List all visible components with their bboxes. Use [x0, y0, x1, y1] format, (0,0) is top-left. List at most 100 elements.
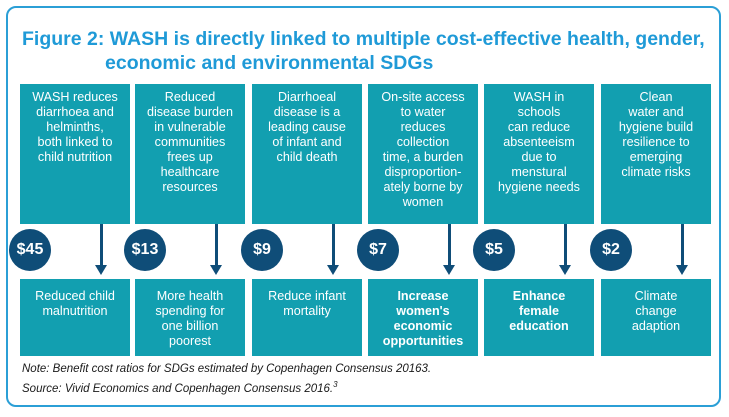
cause-text-line: healthcare [160, 165, 220, 179]
cause-text-line: Reduced [164, 90, 216, 104]
cause-text-line: time, a burden [382, 150, 464, 164]
cause-text-line: diarrhoea and [36, 105, 114, 119]
arrow-down-icon [95, 265, 107, 275]
cause-box: WASH reduces diarrhoea and helminths, both … [20, 84, 130, 224]
cause-text-line: climate risks [621, 165, 691, 179]
cause-text-line: child nutrition [37, 150, 113, 164]
arrow-down-icon [559, 265, 571, 275]
cause-box: Reduced disease burden in vulnerable commun… [135, 84, 245, 224]
cause-box: WASH in schools can reduce absenteeism due t… [484, 84, 594, 224]
cause-text-line: ately borne by [383, 180, 463, 194]
figure-title: Figure 2: WASH is directly linked to mul… [22, 27, 712, 75]
arrow-down-icon [443, 265, 455, 275]
outcome-text-line: women's [396, 304, 450, 318]
arrow-shaft [332, 224, 335, 268]
cause-text-line: communities [154, 135, 226, 149]
outcome-text-line: spending for [155, 304, 225, 318]
arrow-down-icon [327, 265, 339, 275]
cause-text-line: disproportion- [384, 165, 462, 179]
outcome-text-line: Increase [397, 289, 449, 303]
title-line-1: Figure 2: WASH is directly linked to mul… [22, 28, 705, 50]
outcome-text-line: change [635, 304, 677, 318]
outcome-text-line: one billion [161, 319, 219, 333]
arrow-shaft [215, 224, 218, 268]
cause-text-line: schools [517, 105, 561, 119]
cause-text-line: reduces [400, 120, 446, 134]
cause-text-line: menstural [511, 165, 567, 179]
source-text: Source: Vivid Economics and Copenhagen C… [22, 382, 334, 395]
outcome-text-line: mortality [283, 304, 331, 318]
cause-text-line: resources [162, 180, 218, 194]
cause-text-line: women [402, 195, 444, 209]
outcome-box: More health spending for one billion poores… [135, 279, 245, 356]
sdg-column: On-site access to water reduces collection t… [357, 84, 478, 356]
outcome-box: Reduced child malnutrition [20, 279, 130, 356]
title-line-2: economic and environmental SDGs [105, 52, 434, 74]
cause-text-line: hygiene build [618, 120, 694, 134]
sdg-column: WASH in schools can reduce absenteeism due t… [473, 84, 594, 356]
sdg-column: Reduced disease burden in vulnerable commun… [124, 84, 245, 356]
outcome-text-line: Reduce infant [268, 289, 346, 303]
cause-text-line: disease is a [273, 105, 341, 119]
sdg-column: WASH reduces diarrhoea and helminths, both … [9, 84, 130, 356]
outcome-text-line: education [509, 319, 569, 333]
benefit-cost-ratio-badge: $7 [357, 229, 399, 271]
cause-text-line: helminths, [46, 120, 104, 134]
outcome-text-line: poorest [168, 334, 211, 348]
cause-text-line: water and [628, 105, 684, 119]
cause-box: On-site access to water reduces collection t… [368, 84, 478, 224]
arrow-shaft [100, 224, 103, 268]
arrow-shaft [681, 224, 684, 268]
source-line: Source: Vivid Economics and Copenhagen C… [22, 377, 712, 397]
figure-frame [6, 6, 721, 407]
outcome-text-line: economic [393, 319, 453, 333]
outcome-text-line: Climate [634, 289, 678, 303]
outcome-text-line: opportunities [382, 334, 464, 348]
outcome-box: Climate change adaption [601, 279, 711, 356]
sdg-column: Diarrhoeal disease is a leading cause of in… [241, 84, 362, 356]
cause-text-line: resilience to [622, 135, 690, 149]
cause-text-line: absenteeism [503, 135, 575, 149]
outcome-text-line: adaption [631, 319, 681, 333]
benefit-cost-ratio-badge: $45 [9, 229, 51, 271]
cause-text-line: due to [521, 150, 557, 164]
outcome-text-line: Reduced child [35, 289, 115, 303]
cause-text-line: On-site access [381, 90, 465, 104]
cause-box: Diarrhoeal disease is a leading cause of in… [252, 84, 362, 224]
cause-text-line: hygiene needs [498, 180, 580, 194]
outcome-text-line: Enhance [512, 289, 566, 303]
cause-text-line: WASH in [513, 90, 565, 104]
outcome-box: Reduce infant mortality [252, 279, 362, 356]
benefit-cost-ratio-badge: $9 [241, 229, 283, 271]
cause-text-line: emerging [629, 150, 683, 164]
cause-text-line: Diarrhoeal [277, 90, 337, 104]
cause-text-line: Clean [639, 90, 673, 104]
outcome-text-line: malnutrition [42, 304, 108, 318]
benefit-cost-ratio-badge: $2 [590, 229, 632, 271]
arrow-down-icon [210, 265, 222, 275]
cause-text-line: child death [276, 150, 338, 164]
figure-note: Note: Benefit cost ratios for SDGs estim… [22, 362, 712, 397]
outcome-box: Increase women's economic opportunities [368, 279, 478, 356]
arrow-shaft [564, 224, 567, 268]
cause-text-line: WASH reduces [32, 90, 118, 104]
cause-text-line: frees up [167, 150, 213, 164]
cause-box: Clean water and hygiene build resilience to… [601, 84, 711, 224]
cause-text-line: both linked to [37, 135, 113, 149]
source-footnote: 3 [333, 380, 338, 389]
cause-text-line: to water [400, 105, 446, 119]
outcome-text-line: More health [156, 289, 224, 303]
outcome-text-line: female [519, 304, 559, 318]
note-line: Note: Benefit cost ratios for SDGs estim… [22, 363, 432, 375]
cause-text-line: collection [396, 135, 450, 149]
outcome-box: Enhance female education [484, 279, 594, 356]
cause-text-line: leading cause [268, 120, 346, 134]
cause-text-line: of infant and [272, 135, 342, 149]
cause-text-line: can reduce [507, 120, 571, 134]
benefit-cost-ratio-badge: $5 [473, 229, 515, 271]
sdg-column: Clean water and hygiene build resilience to… [590, 84, 711, 356]
cause-text-line: disease burden [146, 105, 234, 119]
arrow-shaft [448, 224, 451, 268]
arrow-down-icon [676, 265, 688, 275]
benefit-cost-ratio-badge: $13 [124, 229, 166, 271]
